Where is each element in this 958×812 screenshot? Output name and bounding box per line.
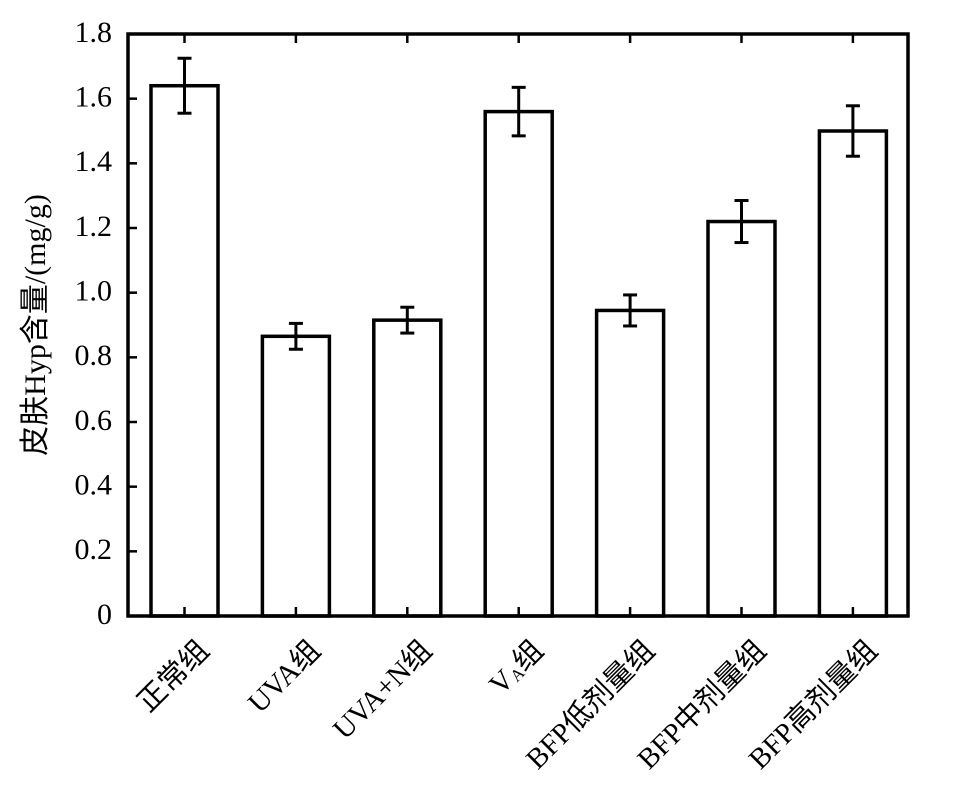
bar: [594, 308, 666, 618]
error-bars-layer: [177, 56, 860, 351]
y-tick-labels: 0 0.2 0.4 0.6 0.8 1.0 1.2 1.4 1.6 1.8: [75, 16, 113, 631]
y-tick-label: 1.2: [75, 210, 113, 243]
y-tick-label: 1.8: [75, 16, 113, 49]
x-tick-label: UVA+N组: [326, 634, 438, 746]
y-tick-label: 0.8: [75, 339, 113, 372]
x-ticks-layer: [183, 34, 855, 616]
y-tick-label: 0.4: [75, 469, 113, 502]
x-tick-label: VA组: [482, 634, 549, 701]
y-tick-label: 0.2: [75, 533, 113, 566]
y-tick-label: 1.6: [75, 81, 113, 114]
bar: [483, 109, 554, 618]
y-tick-label: 1.0: [75, 275, 113, 308]
y-axis-title: 皮肤Hyp含量/(mg/g): [19, 194, 52, 456]
x-tick-label: 正常组: [131, 634, 216, 719]
bars-layer: [149, 83, 889, 618]
bar: [706, 219, 777, 618]
y-tick-label: 1.4: [75, 145, 113, 178]
bar: [372, 318, 443, 618]
bar: [817, 129, 889, 618]
y-ticks-layer: [128, 32, 137, 618]
bar: [149, 83, 220, 618]
bar: [260, 334, 332, 618]
x-tick-label: UVA组: [241, 634, 327, 720]
y-tick-label: 0.6: [75, 404, 113, 437]
y-tick-label: 0: [97, 598, 112, 631]
